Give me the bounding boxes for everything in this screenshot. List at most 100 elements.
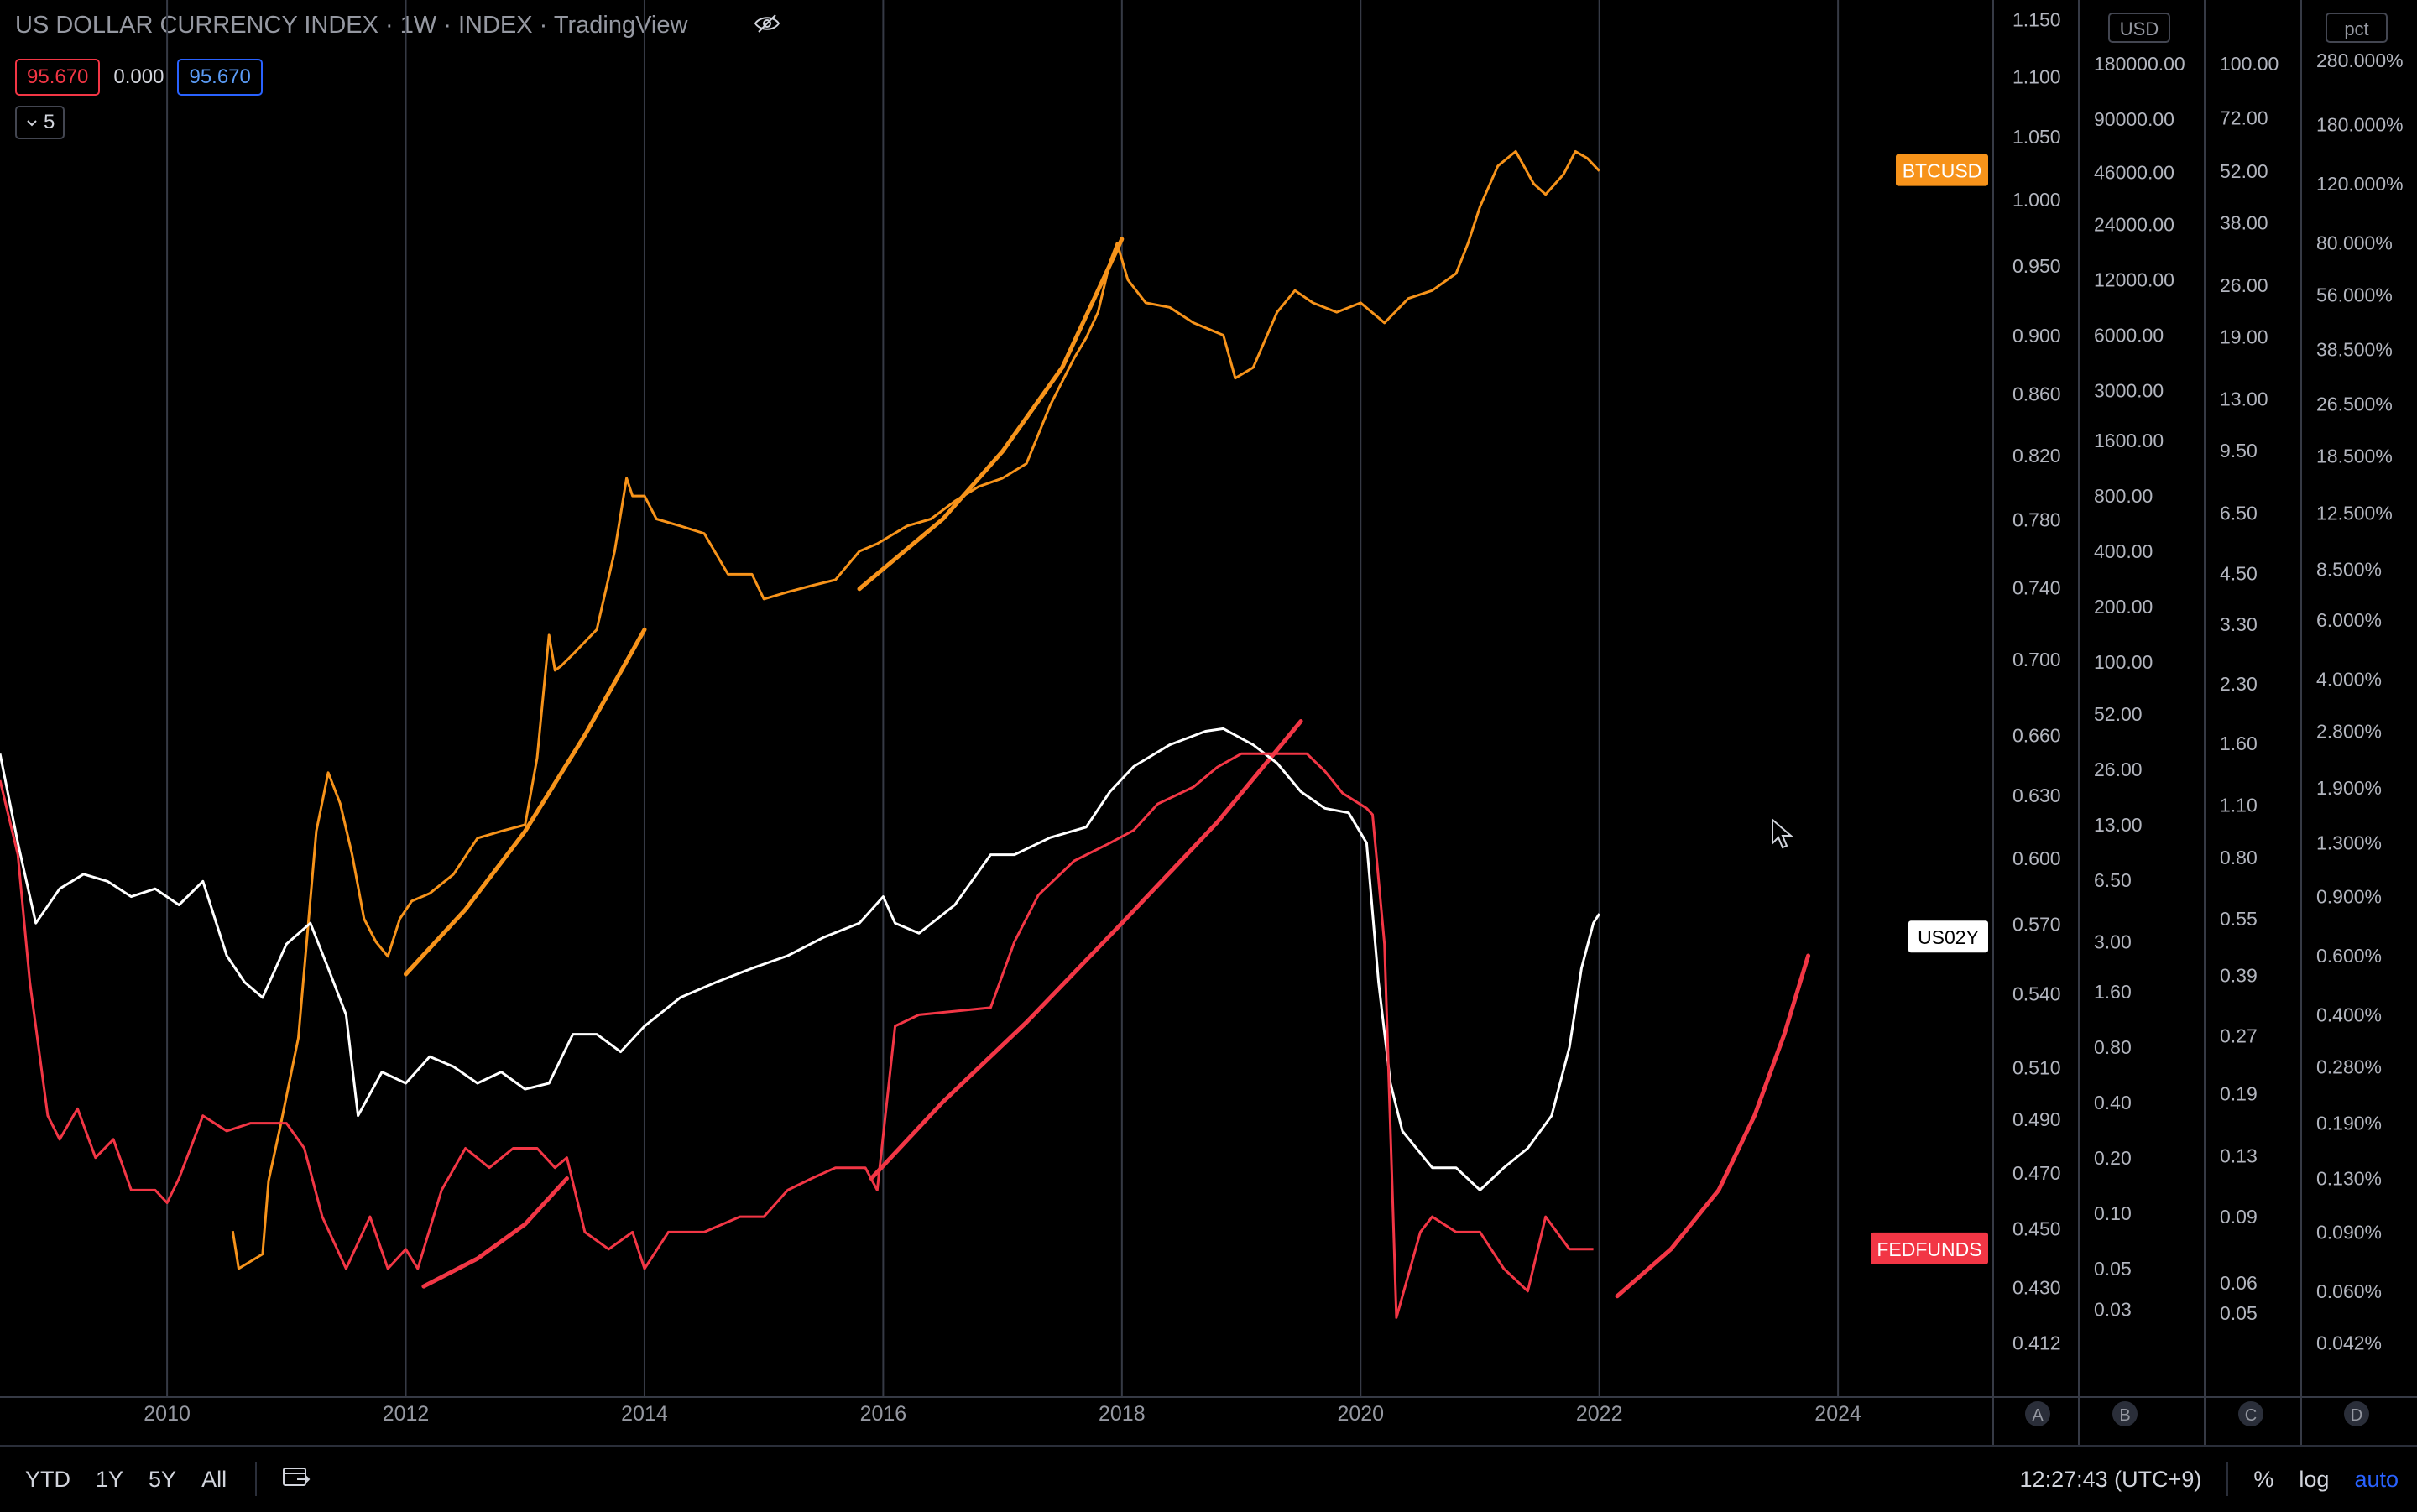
range-5y-button[interactable]: 5Y — [149, 1466, 177, 1492]
y-tick-label-C: 1.60 — [2220, 733, 2258, 754]
y-tick-label-D: 6.000% — [2316, 609, 2382, 631]
y-tick-label-D: 0.900% — [2316, 886, 2382, 908]
y-tick-label-C: 0.09 — [2220, 1206, 2258, 1228]
toolbar-divider-right — [2226, 1462, 2229, 1496]
toolbar-right: 12:27:43 (UTC+9) % log auto — [2020, 1447, 2399, 1512]
y-tick-label-B: 52.00 — [2094, 703, 2143, 725]
range-all-button[interactable]: All — [201, 1466, 227, 1492]
y-tick-label-B: 1.60 — [2094, 981, 2132, 1003]
y-tick-label-D: 1.300% — [2316, 832, 2382, 854]
y-tick-label-A: 0.900 — [2012, 325, 2061, 347]
y-tick-label-D: 0.130% — [2316, 1168, 2382, 1190]
auto-toggle[interactable]: auto — [2354, 1466, 2399, 1492]
scale-currency-label: USD — [2120, 18, 2159, 39]
chart-canvas[interactable]: 2010 2012 2014 2016 2018 2020 2022 2024 1.150 1.1… — [0, 0, 2417, 1445]
price-label-box — [1908, 920, 1988, 953]
y-tick-label-D: 0.190% — [2316, 1113, 2382, 1134]
y-tick-label-C: 0.19 — [2220, 1082, 2258, 1104]
y-tick-label-A: 1.150 — [2012, 8, 2061, 30]
price-label-box — [1896, 154, 1988, 186]
y-tick-label-C: 38.00 — [2220, 211, 2268, 233]
y-tick-label-A: 0.600 — [2012, 847, 2061, 869]
y-tick-label-D: 4.000% — [2316, 669, 2382, 691]
y-tick-label-D: 0.042% — [2316, 1332, 2382, 1354]
y-tick-label-D: 0.280% — [2316, 1056, 2382, 1077]
y-tick-label-A: 0.950 — [2012, 255, 2061, 277]
y-tick-label-A: 0.490 — [2012, 1108, 2061, 1130]
y-tick-label-A: 0.540 — [2012, 983, 2061, 1005]
y-tick-label-C: 0.06 — [2220, 1272, 2258, 1294]
price-label-us02y: US02Y — [1918, 926, 1979, 948]
y-tick-label-D: 0.600% — [2316, 945, 2382, 967]
y-tick-label-A: 0.412 — [2012, 1332, 2061, 1353]
y-tick-label-C: 19.00 — [2220, 326, 2268, 347]
x-tick-label: 2012 — [383, 1402, 430, 1426]
price-label-btcusd: BTCUSD — [1903, 160, 1982, 182]
percent-toggle[interactable]: % — [2253, 1466, 2274, 1492]
series-line-btcusd — [231, 149, 1600, 1270]
spread-value: 0.000 — [113, 65, 164, 88]
log-toggle[interactable]: log — [2299, 1466, 2330, 1492]
y-tick-label-D: 0.060% — [2316, 1280, 2382, 1302]
y-tick-label-A: 0.860 — [2012, 383, 2061, 405]
y-tick-label-D: 0.090% — [2316, 1221, 2382, 1243]
axis-footer-label: A — [2032, 1406, 2044, 1425]
y-tick-label-B: 800.00 — [2094, 485, 2153, 507]
y-tick-label-A: 1.050 — [2012, 126, 2061, 148]
y-tick-label-A: 0.510 — [2012, 1056, 2061, 1078]
x-tick-label: 2010 — [144, 1402, 191, 1426]
price-label-fedfunds: FEDFUNDS — [1877, 1238, 1981, 1260]
series-line-fedfunds — [0, 752, 1594, 1319]
sell-price[interactable]: 95.670 — [15, 59, 101, 96]
trend-curve — [1615, 953, 1811, 1299]
trend-curve — [857, 237, 1125, 592]
range-1y-button[interactable]: 1Y — [96, 1466, 124, 1492]
y-tick-label-B: 400.00 — [2094, 540, 2153, 562]
y-tick-label-C: 26.00 — [2220, 274, 2268, 296]
y-tick-label-B: 12000.00 — [2094, 269, 2174, 291]
buy-price[interactable]: 95.670 — [177, 59, 263, 96]
price-label-box — [1871, 1232, 1988, 1264]
hide-eye-icon[interactable] — [754, 13, 780, 40]
legend-values: 95.670 0.000 95.670 — [15, 59, 263, 96]
y-tick-label-D: 38.500% — [2316, 338, 2393, 360]
y-tick-label-D: 80.000% — [2316, 232, 2393, 253]
toolbar-divider — [255, 1462, 258, 1496]
chart-title-text: US DOLLAR CURRENCY INDEX · 1W · INDEX · … — [15, 12, 688, 39]
date-range-icon[interactable] — [282, 1464, 311, 1495]
y-tick-label-C: 0.05 — [2220, 1302, 2258, 1324]
y-tick-label-A: 0.570 — [2012, 914, 2061, 936]
range-ytd-button[interactable]: YTD — [25, 1466, 70, 1492]
y-tick-label-B: 6000.00 — [2094, 324, 2164, 346]
y-tick-label-D: 26.500% — [2316, 393, 2393, 414]
y-tick-label-C: 4.50 — [2220, 562, 2258, 584]
trend-curve — [404, 627, 647, 977]
y-tick-label-C: 6.50 — [2220, 502, 2258, 524]
y-tick-label-B: 3.00 — [2094, 931, 2132, 952]
y-tick-label-B: 26.00 — [2094, 759, 2143, 780]
axis-footer-badge — [2025, 1401, 2050, 1426]
y-tick-label-D: 8.500% — [2316, 559, 2382, 581]
y-tick-label-D: 12.500% — [2316, 503, 2393, 524]
y-tick-label-B: 1600.00 — [2094, 430, 2164, 451]
y-tick-label-B: 0.10 — [2094, 1202, 2132, 1224]
y-tick-label-B: 0.20 — [2094, 1147, 2132, 1169]
time-display[interactable]: 12:27:43 (UTC+9) — [2019, 1466, 2202, 1492]
scale-currency-label: pct — [2344, 18, 2368, 39]
axis-footer-label: C — [2245, 1406, 2257, 1425]
y-tick-label-C: 0.13 — [2220, 1145, 2258, 1167]
y-tick-label-D: 180.000% — [2316, 114, 2404, 136]
y-tick-label-C: 0.80 — [2220, 847, 2258, 868]
indicators-collapse-button[interactable]: 5 — [15, 106, 65, 139]
y-tick-label-A: 0.450 — [2012, 1218, 2061, 1240]
chevron-down-icon — [25, 111, 39, 134]
y-tick-label-C: 13.00 — [2220, 388, 2268, 410]
y-tick-label-D: 280.000% — [2316, 50, 2404, 71]
y-tick-label-D: 0.400% — [2316, 1004, 2382, 1025]
y-tick-label-C: 1.10 — [2220, 794, 2258, 816]
y-tick-label-B: 0.05 — [2094, 1258, 2132, 1280]
y-tick-label-A: 0.820 — [2012, 445, 2061, 467]
y-tick-label-B: 100.00 — [2094, 651, 2153, 673]
y-tick-label-C: 0.39 — [2220, 965, 2258, 987]
axis-footer-badge — [2344, 1401, 2369, 1426]
